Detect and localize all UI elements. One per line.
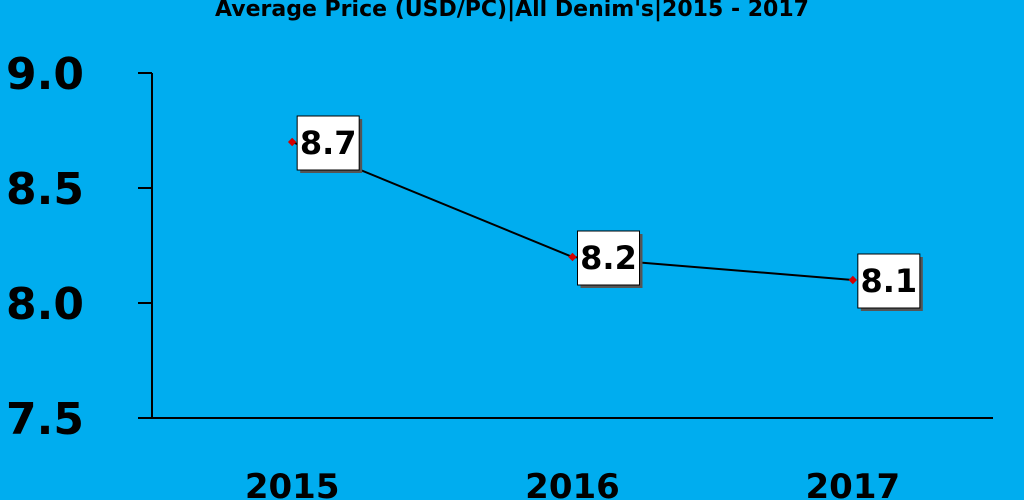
y-tick-label: 8.0 — [6, 279, 84, 330]
data-label: 8.7 — [300, 124, 357, 162]
data-label-box — [857, 253, 921, 309]
chart-title: Average Price (USD/PC)|All Denim's|2015 … — [215, 0, 809, 22]
y-tick-label: 9.0 — [6, 49, 84, 100]
data-point-marker — [287, 137, 297, 147]
x-tick-label: 2017 — [806, 467, 901, 500]
y-tick-label: 7.5 — [6, 394, 84, 445]
data-label-box — [577, 230, 640, 286]
x-tick-label: 2016 — [525, 467, 620, 500]
data-label: 8.2 — [580, 239, 637, 277]
x-tick-label: 2015 — [245, 467, 340, 500]
data-label: 8.1 — [860, 262, 917, 300]
data-point-marker — [848, 275, 858, 285]
data-point-marker — [568, 252, 577, 262]
data-label-box — [296, 115, 360, 171]
y-tick-label: 8.5 — [6, 164, 84, 215]
